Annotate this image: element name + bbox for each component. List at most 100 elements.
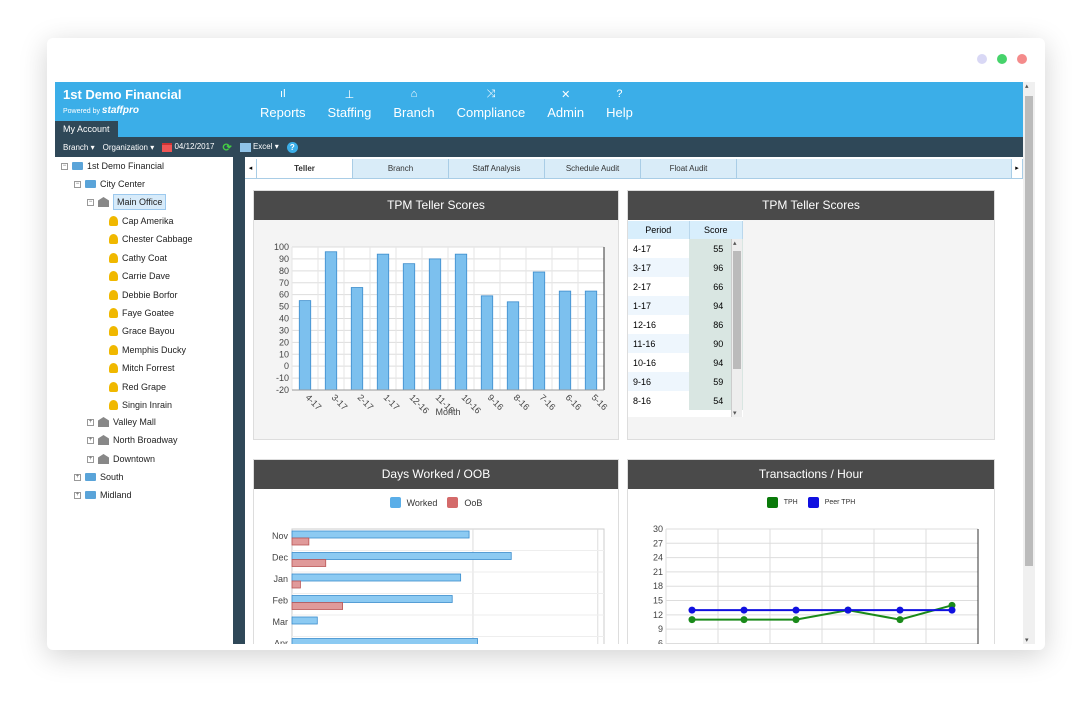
table-row[interactable]: 8-16 54 (628, 391, 743, 410)
bar-worked[interactable] (291, 530, 470, 539)
tab-float-audit[interactable]: Float Audit (641, 159, 737, 178)
table-row[interactable]: 9-16 59 (628, 372, 743, 391)
data-point[interactable] (844, 606, 852, 614)
bar[interactable] (376, 253, 390, 391)
bar[interactable] (428, 258, 442, 391)
branch-dropdown[interactable]: Branch ▾ (63, 142, 95, 152)
tree-region-midland[interactable]: + Midland (74, 490, 132, 500)
nav-branch[interactable]: ⌂ Branch (393, 88, 435, 120)
my-account-tab[interactable]: My Account (55, 121, 118, 137)
bar[interactable] (532, 271, 546, 391)
bar[interactable] (506, 301, 520, 391)
table-row[interactable]: 10-16 94 (628, 353, 743, 372)
table-row[interactable]: 4-17 55 (628, 239, 743, 258)
data-point[interactable] (948, 606, 956, 614)
nav-compliance[interactable]: ⤨ Compliance (456, 88, 526, 120)
bar-oob[interactable] (291, 580, 301, 589)
bar[interactable] (454, 253, 468, 391)
tree-person[interactable]: Grace Bayou (109, 324, 175, 338)
tree-person[interactable]: Red Grape (109, 380, 166, 394)
help-icon[interactable]: ? (286, 141, 298, 153)
tree-person[interactable]: Debbie Borfor (109, 288, 178, 302)
tab-schedule-audit[interactable]: Schedule Audit (545, 159, 641, 178)
bar-worked[interactable] (291, 638, 478, 645)
scroll-down-icon[interactable]: ▾ (733, 410, 737, 417)
tree-person[interactable]: Mitch Forrest (109, 361, 175, 375)
tree-person[interactable]: Faye Goatee (109, 306, 174, 320)
bar-worked[interactable] (291, 616, 318, 625)
column-header[interactable]: Score (689, 221, 743, 239)
data-point[interactable] (740, 606, 748, 614)
date-picker[interactable]: 04/12/2017 (162, 142, 215, 152)
scroll-up-icon[interactable]: ▴ (1025, 83, 1029, 90)
score-table-scrollbar[interactable]: ▴ ▾ (731, 239, 742, 417)
expand-icon[interactable]: + (74, 491, 81, 499)
tree-city-center[interactable]: − City Center (74, 179, 146, 189)
nav-reports[interactable]: ıl Reports (260, 88, 306, 120)
expand-icon[interactable]: + (87, 418, 94, 426)
tree-branch-downtown[interactable]: + Downtown (87, 454, 156, 464)
bar[interactable] (324, 251, 338, 391)
tab-scroll-right-icon[interactable]: ▸ (1011, 159, 1023, 178)
tab-branch[interactable]: Branch (353, 159, 449, 178)
tree-region-south[interactable]: + South (74, 472, 124, 482)
table-row[interactable]: 2-17 66 (628, 277, 743, 296)
data-point[interactable] (896, 616, 904, 624)
table-row[interactable]: 11-16 90 (628, 334, 743, 353)
tree-person[interactable]: Cathy Coat (109, 251, 167, 265)
data-point[interactable] (740, 616, 748, 624)
bar[interactable] (402, 263, 416, 391)
bar-oob[interactable] (291, 537, 310, 546)
tree-person[interactable]: Carrie Dave (109, 269, 170, 283)
tree-root[interactable]: −1st Demo Financial (61, 161, 165, 171)
tab-teller[interactable]: Teller (257, 159, 353, 178)
data-point[interactable] (792, 606, 800, 614)
bar[interactable] (480, 295, 494, 391)
scrollbar-thumb[interactable] (733, 251, 741, 369)
table-row[interactable]: 1-17 94 (628, 296, 743, 315)
table-row[interactable]: 3-17 96 (628, 258, 743, 277)
collapse-icon[interactable]: − (87, 198, 94, 206)
bar-oob[interactable] (291, 602, 343, 610)
expand-icon[interactable]: + (74, 473, 81, 481)
data-point[interactable] (688, 616, 696, 624)
tab-scroll-left-icon[interactable]: ◂ (245, 159, 257, 178)
tree-main-office[interactable]: − Main Office (87, 194, 167, 210)
data-point[interactable] (688, 606, 696, 614)
bar[interactable] (584, 290, 598, 391)
tree-person[interactable]: Singin Inrain (109, 398, 172, 412)
table-row[interactable]: 12-16 86 (628, 315, 743, 334)
nav-admin[interactable]: ✕ Admin (547, 89, 585, 120)
tree-branch-valley-mall[interactable]: + Valley Mall (87, 417, 156, 427)
window-dot-3[interactable] (1017, 54, 1027, 64)
tab-staff-analysis[interactable]: Staff Analysis (449, 159, 545, 178)
collapse-icon[interactable]: − (61, 162, 68, 170)
page-scrollbar[interactable]: ▴ ▾ (1023, 82, 1035, 644)
expand-icon[interactable]: + (87, 436, 94, 444)
tree-person[interactable]: Cap Amerika (109, 214, 174, 228)
tree-branch-north-broadway[interactable]: + North Broadway (87, 435, 178, 445)
data-point[interactable] (896, 606, 904, 614)
window-dot-1[interactable] (977, 54, 987, 64)
bar-oob[interactable] (291, 559, 327, 567)
column-header[interactable]: Period (628, 221, 690, 239)
bar-worked[interactable] (291, 552, 512, 560)
expand-icon[interactable]: + (87, 455, 94, 463)
nav-staffing[interactable]: ⊥ Staffing (327, 89, 372, 120)
scroll-down-icon[interactable]: ▾ (1025, 637, 1029, 644)
sidebar-splitter[interactable] (233, 157, 245, 644)
collapse-icon[interactable]: − (74, 180, 81, 188)
refresh-icon[interactable]: ⟳ (222, 141, 232, 154)
scroll-up-icon[interactable]: ▴ (733, 240, 737, 247)
bar[interactable] (350, 287, 364, 391)
bar-worked[interactable] (291, 573, 462, 582)
organization-dropdown[interactable]: Organization ▾ (102, 142, 155, 152)
tree-person[interactable]: Chester Cabbage (109, 232, 193, 246)
bar[interactable] (558, 290, 572, 391)
scrollbar-thumb[interactable] (1025, 96, 1033, 566)
nav-help[interactable]: ? Help (606, 88, 633, 120)
bar[interactable] (298, 300, 312, 391)
bar-worked[interactable] (291, 595, 453, 603)
excel-dropdown[interactable]: Excel ▾ (239, 142, 279, 152)
tree-person[interactable]: Memphis Ducky (109, 343, 186, 357)
